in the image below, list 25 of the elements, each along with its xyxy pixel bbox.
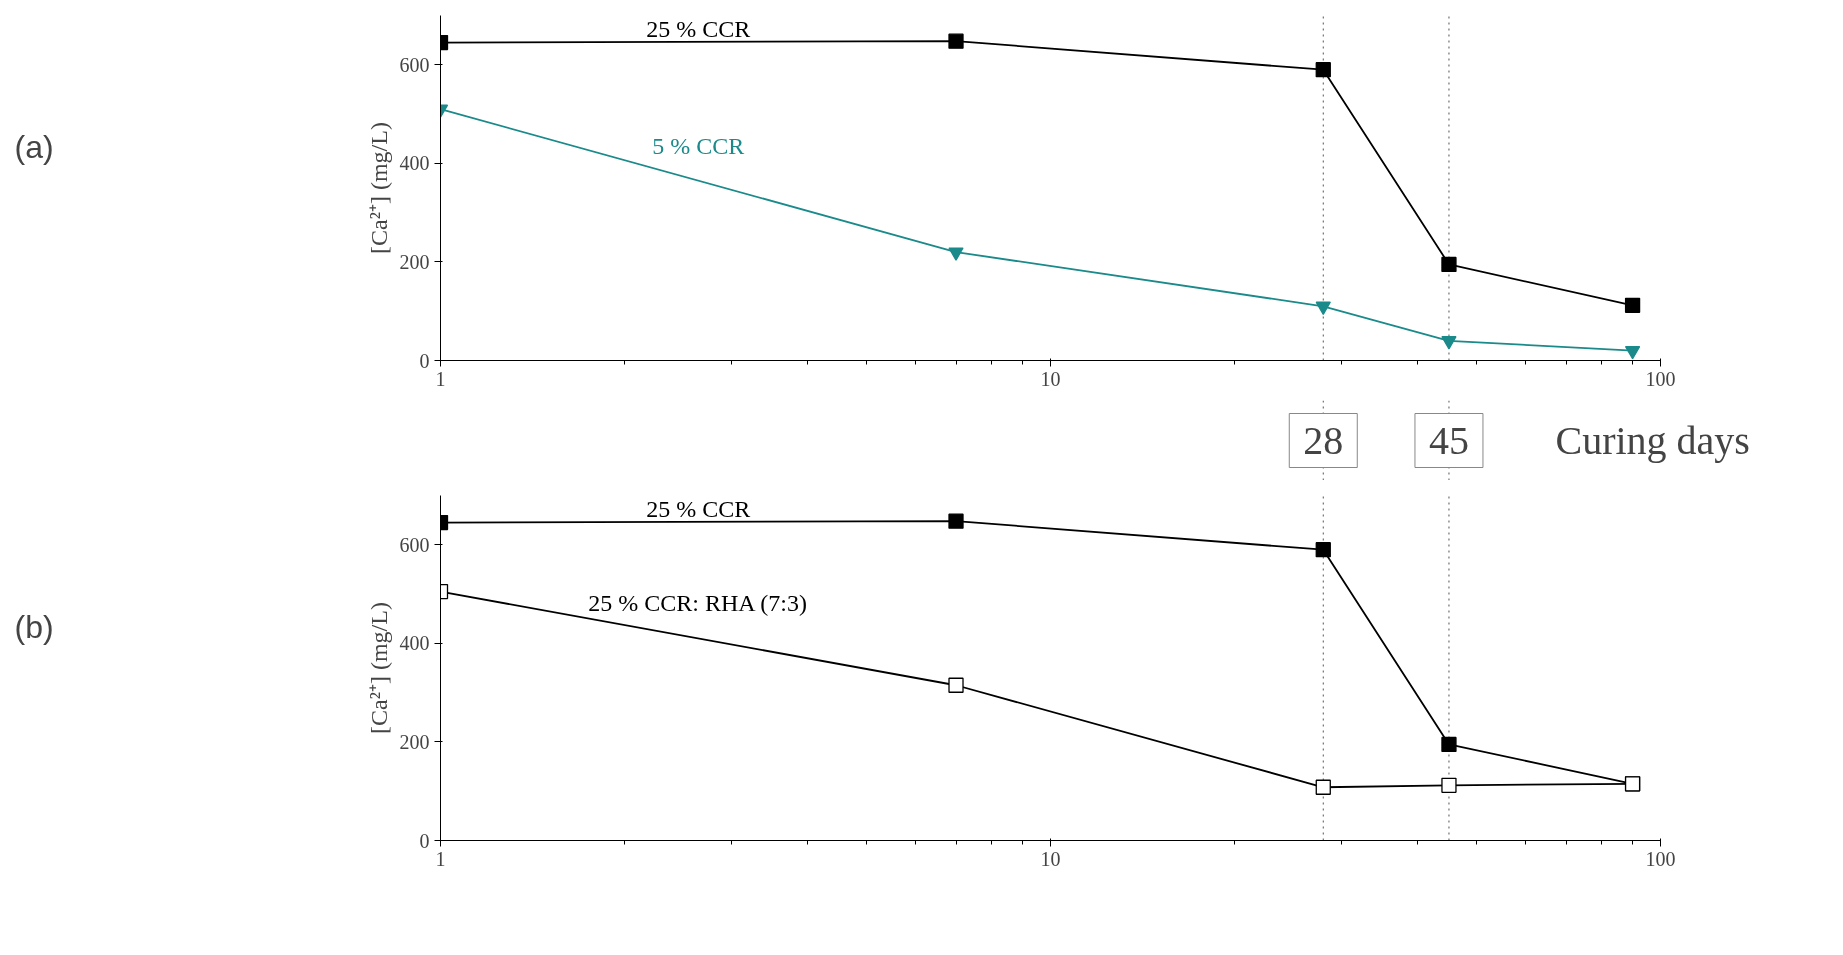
series-label: 25 % CCR: RHA (7:3) [588,590,807,617]
y-tick-label: 0 [419,829,430,852]
text: (a) [14,128,54,165]
series-label: 25 % CCR [646,15,751,42]
x-tick-label: 10 [1040,367,1061,390]
series-label: 25 % CCR [646,495,751,522]
x-tick-label: 100 [1645,367,1676,390]
y-tick-label: 200 [399,730,430,753]
y-tick-label: 600 [399,533,430,556]
series-label: 5 % CCR [652,132,745,159]
y-tick-label: 400 [399,632,430,655]
text: Curing days [1555,418,1750,463]
y-axis-title: [Ca²⁺] (mg/L) [365,602,392,734]
x-tick-label: 100 [1645,847,1676,870]
y-axis-title: [Ca²⁺] (mg/L) [365,122,392,254]
y-tick-label: 600 [399,53,430,76]
ref-line-label: 45 [1428,417,1469,463]
y-tick-label: 400 [399,152,430,175]
y-tick-label: 0 [419,349,430,372]
y-tick-label: 200 [399,250,430,273]
x-tick-label: 1 [435,367,446,390]
x-tick-label: 1 [435,847,446,870]
x-tick-label: 10 [1040,847,1061,870]
ref-line-label: 28 [1303,417,1344,463]
text: (b) [14,608,54,645]
